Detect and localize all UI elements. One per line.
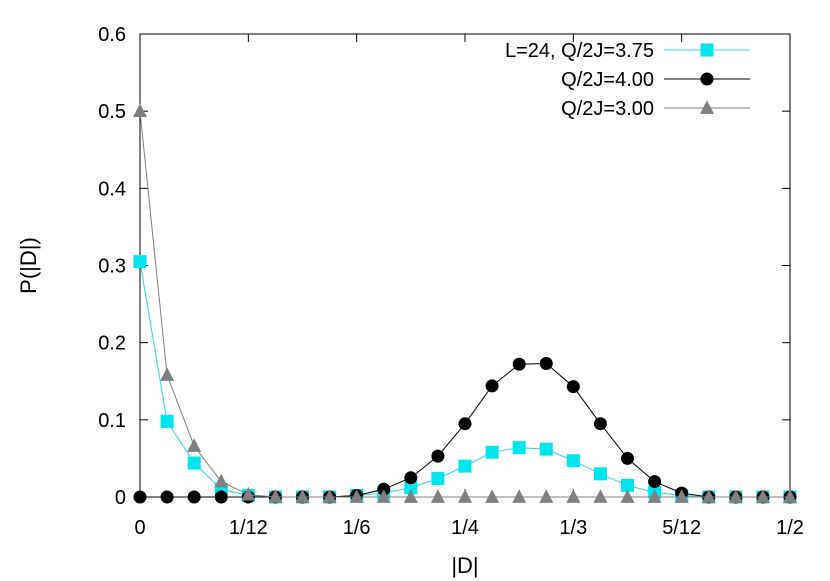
y-axis-title: P(|D|) bbox=[16, 237, 41, 294]
data-point bbox=[458, 459, 472, 473]
data-point bbox=[349, 489, 364, 503]
data-point bbox=[160, 490, 174, 504]
data-point bbox=[431, 449, 445, 463]
legend: L=24, Q/2J=3.75 Q/2J=4.00 Q/2J=3.00 bbox=[505, 40, 750, 120]
data-point bbox=[485, 489, 500, 503]
data-point bbox=[187, 456, 201, 470]
data-point bbox=[187, 490, 201, 504]
data-point bbox=[133, 255, 147, 269]
y-tick-label: 0.1 bbox=[98, 410, 126, 432]
data-point bbox=[160, 414, 174, 428]
y-tick-label: 0.4 bbox=[98, 178, 126, 200]
data-point bbox=[376, 489, 391, 503]
legend-marker bbox=[700, 100, 714, 114]
data-point bbox=[214, 490, 228, 504]
data-point bbox=[593, 417, 607, 431]
data-point bbox=[539, 357, 553, 371]
data-point bbox=[187, 438, 202, 452]
legend-label: Q/2J=4.00 bbox=[561, 69, 654, 91]
data-point bbox=[512, 441, 526, 455]
y-tick-label: 0 bbox=[115, 487, 126, 509]
axis-ticks: 0 0.1 0.2 0.3 0.4 0.5 0.6 0 1/12 1/6 1/4 1/3 5/12 1/2 bbox=[98, 24, 804, 539]
legend-marker bbox=[700, 72, 714, 86]
x-tick-label: 1/12 bbox=[229, 517, 268, 539]
data-point bbox=[430, 489, 445, 503]
data-point bbox=[485, 445, 499, 459]
data-point bbox=[458, 489, 472, 503]
y-tick-label: 0.6 bbox=[98, 24, 126, 46]
series-triangle bbox=[133, 103, 797, 503]
data-point bbox=[621, 478, 634, 492]
x-tick-label: 1/6 bbox=[343, 517, 371, 539]
data-point bbox=[512, 489, 527, 503]
data-point bbox=[485, 379, 499, 393]
data-point bbox=[322, 489, 337, 503]
legend-marker bbox=[700, 43, 714, 57]
y-tick-label: 0.2 bbox=[98, 333, 126, 355]
data-point bbox=[458, 417, 472, 431]
data-point bbox=[701, 489, 716, 503]
series-square bbox=[133, 255, 797, 504]
data-point bbox=[620, 489, 635, 503]
data-point bbox=[214, 473, 229, 488]
data-point bbox=[160, 367, 175, 381]
series-line bbox=[139, 111, 790, 498]
data-point bbox=[295, 489, 310, 503]
legend-label: Q/2J=3.00 bbox=[561, 98, 654, 120]
data-point bbox=[404, 471, 418, 485]
data-point bbox=[539, 442, 553, 456]
data-point bbox=[404, 481, 418, 495]
data-point bbox=[241, 486, 256, 501]
series-circle bbox=[133, 357, 797, 504]
data-point bbox=[133, 103, 147, 118]
data-point bbox=[783, 489, 797, 503]
data-point bbox=[403, 489, 418, 503]
x-tick-label: 5/12 bbox=[662, 517, 701, 539]
x-tick-label: 0 bbox=[134, 517, 145, 539]
x-tick-label: 1/3 bbox=[559, 517, 587, 539]
x-tick-label: 1/4 bbox=[451, 517, 479, 539]
data-point bbox=[755, 489, 770, 503]
data-point bbox=[728, 489, 743, 503]
data-point bbox=[621, 451, 634, 465]
series-layer bbox=[133, 103, 797, 504]
data-point bbox=[512, 357, 526, 371]
data-point bbox=[566, 380, 580, 394]
data-point bbox=[593, 467, 607, 481]
data-point bbox=[566, 454, 580, 468]
x-tick-label: 1/2 bbox=[776, 517, 804, 539]
x-axis-title: |D| bbox=[451, 553, 478, 578]
data-point bbox=[593, 489, 608, 503]
data-point bbox=[566, 489, 581, 503]
y-tick-label: 0.3 bbox=[98, 256, 126, 278]
data-point bbox=[539, 489, 554, 503]
data-point bbox=[268, 489, 283, 503]
y-tick-label: 0.5 bbox=[98, 101, 126, 123]
data-point bbox=[431, 471, 445, 485]
series-line bbox=[140, 362, 790, 498]
data-point bbox=[674, 489, 689, 503]
legend-label: L=24, Q/2J=3.75 bbox=[505, 40, 654, 62]
data-point bbox=[647, 489, 662, 503]
data-point bbox=[648, 475, 662, 489]
data-point bbox=[133, 490, 147, 504]
